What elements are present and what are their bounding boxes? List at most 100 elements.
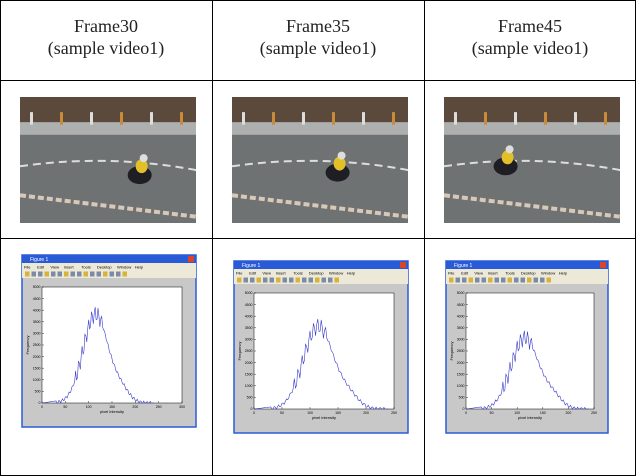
close-button (188, 256, 194, 262)
x-tick-label: 200 (132, 405, 138, 409)
header-source: (sample video1) (48, 38, 164, 59)
menu-item: Desktop (97, 265, 112, 270)
menu-item: Edit (461, 271, 469, 276)
y-tick-label: 3500 (457, 326, 465, 330)
toolbar-icon (315, 278, 320, 283)
y-tick-label: 5000 (457, 291, 465, 295)
menu-item: Edit (37, 265, 45, 270)
x-tick-label: 100 (86, 405, 92, 409)
plot-area (466, 293, 594, 409)
toolbar-icon (482, 278, 487, 283)
y-tick-label: 3000 (245, 338, 253, 342)
frame-post (392, 112, 395, 125)
document-table: Frame30(sample video1)Frame35(sample vid… (0, 0, 640, 476)
menu-item: Desktop (309, 271, 324, 276)
toolbar-icon (495, 278, 500, 283)
y-tick-label: 2000 (457, 361, 465, 365)
toolbar-icon (263, 278, 268, 283)
y-axis-label: Frequency (449, 342, 454, 361)
toolbar-icon (283, 278, 288, 283)
toolbar-icon (309, 278, 314, 283)
menu-item: Help (559, 271, 568, 276)
toolbar-icon (110, 272, 115, 277)
toolbar-icon (45, 272, 50, 277)
frame-post (60, 112, 63, 125)
video-frame (232, 97, 408, 223)
toolbar-icon (270, 278, 275, 283)
toolbar-icon (449, 278, 454, 283)
y-tick-label: 0 (39, 401, 41, 405)
y-tick-label: 5000 (33, 285, 41, 289)
toolbar-icon (123, 272, 128, 277)
toolbar-icon (25, 272, 30, 277)
video-frame (444, 97, 620, 223)
toolbar-icon (97, 272, 102, 277)
menu-item: Edit (249, 271, 257, 276)
menu-item: Tools (293, 271, 302, 276)
toolbar-icon (244, 278, 249, 283)
x-axis-label: pixel intensity (518, 415, 542, 420)
y-tick-label: 4500 (457, 303, 465, 307)
toolbar-icon (534, 278, 539, 283)
window-title: Figure 1 (30, 257, 49, 263)
y-tick-label: 4500 (33, 297, 41, 301)
x-tick-label: 50 (490, 411, 494, 415)
menu-item: Window (117, 265, 131, 270)
y-tick-label: 3500 (33, 320, 41, 324)
frame-post (514, 112, 517, 125)
y-tick-label: 1000 (457, 384, 465, 388)
x-axis-label: pixel intensity (100, 409, 124, 414)
header-frame: Frame35 (286, 16, 350, 36)
frame-post (454, 112, 457, 125)
toolbar-icon (335, 278, 340, 283)
y-tick-label: 4000 (457, 314, 465, 318)
plot-area (254, 293, 394, 409)
y-tick-label: 0 (463, 407, 465, 411)
y-tick-label: 500 (247, 396, 253, 400)
frame-post (120, 112, 123, 125)
toolbar-icon (289, 278, 294, 283)
frame-trees (444, 97, 620, 122)
frame-post (332, 112, 335, 125)
y-tick-label: 0 (251, 407, 253, 411)
toolbar-icon (90, 272, 95, 277)
menu-item: Insert (276, 271, 287, 276)
frame-post (604, 112, 607, 125)
x-tick-label: 50 (280, 411, 284, 415)
header-frame: Frame45 (498, 16, 562, 36)
page: Frame30(sample video1)Frame35(sample vid… (0, 0, 640, 476)
toolbar-icon (488, 278, 493, 283)
toolbar-icon (103, 272, 108, 277)
y-axis-label: Frequency (25, 336, 30, 355)
menu-item: Tools (505, 271, 514, 276)
frame-post (574, 112, 577, 125)
toolbar-icon (257, 278, 262, 283)
toolbar-icon (250, 278, 255, 283)
y-tick-label: 4000 (33, 308, 41, 312)
y-tick-label: 500 (35, 390, 41, 394)
menu-item: Tools (81, 265, 90, 270)
toolbar-icon (32, 272, 37, 277)
y-tick-label: 500 (459, 396, 465, 400)
menu-item: File (448, 271, 455, 276)
toolbar-icon (322, 278, 327, 283)
toolbar-icon (77, 272, 82, 277)
frame-post (90, 112, 93, 125)
menu-item: Insert (64, 265, 75, 270)
frame-trees (232, 97, 408, 122)
toolbar-icon (302, 278, 307, 283)
y-tick-label: 3000 (457, 338, 465, 342)
x-tick-label: 50 (63, 405, 67, 409)
toolbar-icon (51, 272, 56, 277)
y-tick-label: 2000 (33, 355, 41, 359)
frame-post (150, 112, 153, 125)
menu-item: Help (135, 265, 144, 270)
y-tick-label: 1000 (33, 378, 41, 382)
menu-item: Window (329, 271, 343, 276)
header-source: (sample video1) (260, 38, 376, 59)
y-tick-label: 5000 (245, 291, 253, 295)
frame-helmet (338, 152, 346, 160)
frame-post (302, 112, 305, 125)
x-tick-label: 250 (591, 411, 597, 415)
